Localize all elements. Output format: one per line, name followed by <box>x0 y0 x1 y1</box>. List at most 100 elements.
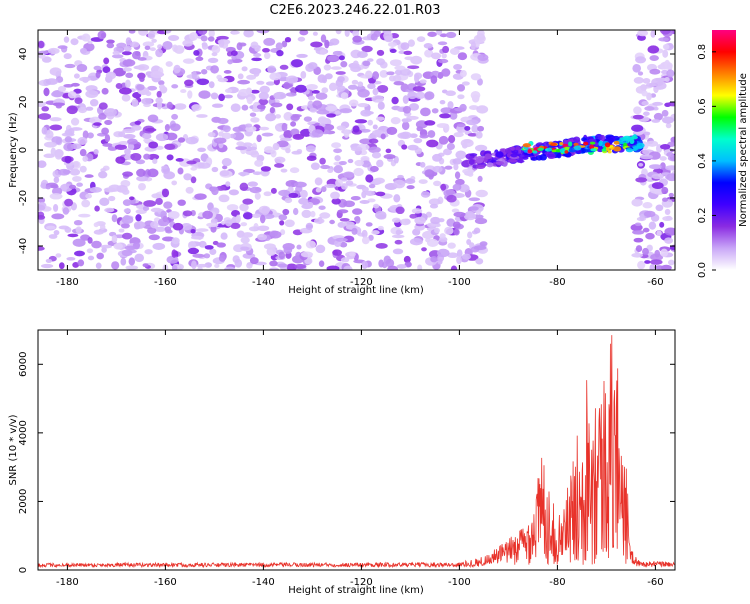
spectrogram-cell <box>49 117 62 122</box>
colorbar-ticks: 0.0 0.2 0.4 0.6 0.8 <box>697 44 716 278</box>
spectrogram-cell <box>666 69 675 78</box>
spectrogram-cell <box>203 253 211 259</box>
spectrogram-cell <box>84 174 94 178</box>
spectrogram-cell <box>147 227 157 234</box>
spectrogram-cell <box>403 255 411 264</box>
spectrogram-cell <box>75 226 82 234</box>
spectrogram-cell <box>453 211 466 218</box>
spectrogram-cell <box>377 225 384 231</box>
spectrogram-cell <box>477 54 489 61</box>
spectrogram-cell <box>231 30 240 35</box>
spectrogram-cell <box>495 151 504 158</box>
spectrogram-cell <box>387 42 398 47</box>
spectrogram-cell <box>64 226 72 233</box>
spectrogram-cell <box>263 191 272 197</box>
spectrogram-cell <box>280 168 288 173</box>
spectrogram-cell <box>333 148 343 154</box>
spectrogram-cell <box>173 64 181 74</box>
spectrogram-cell <box>299 30 309 36</box>
spectrogram-cell <box>424 120 436 126</box>
spectrogram-cell <box>495 161 505 166</box>
spectrogram-cell <box>537 147 544 152</box>
spectrogram-cell <box>211 186 219 196</box>
spectrogram-cell <box>191 104 202 112</box>
spectrogram-cell <box>409 238 423 246</box>
spectrogram-cell <box>289 167 300 174</box>
spectrogram-cell <box>391 234 405 239</box>
spectrogram-cell <box>228 189 240 196</box>
spectrogram-cell <box>573 142 579 147</box>
spectrogram-cell <box>113 67 126 77</box>
spectrogram-cell <box>254 159 264 167</box>
spectrogram-cell <box>263 146 274 154</box>
spectrogram-cell <box>104 119 113 125</box>
spectrogram-cell <box>350 195 361 201</box>
spectrogram-cell <box>191 70 197 80</box>
spectrogram-cell <box>437 58 449 64</box>
spectrogram-cell <box>419 161 426 168</box>
spectrogram-cell <box>458 184 470 193</box>
spectrogram-cell <box>584 149 589 153</box>
spectrogram-cell <box>216 242 226 248</box>
spectrogram-cell <box>477 175 483 183</box>
spectrogram-cell <box>640 154 653 160</box>
spectrogram-cell <box>637 34 646 41</box>
spectrogram-cell <box>515 146 521 151</box>
spectrogram-cell <box>226 204 239 211</box>
spectrogram-cell <box>475 210 481 215</box>
spectrogram-cell <box>316 109 330 115</box>
spectrogram-cell <box>445 90 456 97</box>
spectrogram-cell <box>404 56 415 61</box>
spectrogram-cell <box>230 50 238 56</box>
spectrogram-cell <box>306 155 317 161</box>
spectrogram-cell <box>393 81 405 86</box>
spectrogram-cell <box>48 234 58 239</box>
spectrogram-cell <box>91 240 102 249</box>
spectrogram-cell <box>300 251 314 258</box>
spectrogram-cell <box>461 253 472 260</box>
spectrogram-cell <box>394 65 406 71</box>
spectrogram-cell <box>573 136 581 143</box>
spectrogram-cell <box>76 63 88 73</box>
spectrogram-cell <box>269 72 282 81</box>
spectrogram-cell <box>128 30 136 34</box>
spectrogram-cell <box>352 125 360 133</box>
spectrogram-cell <box>230 103 241 113</box>
spectrogram-cell <box>120 223 130 229</box>
spectrogram-cell <box>361 190 367 199</box>
spectrogram-cell <box>352 30 360 37</box>
spectrogram-cell <box>78 213 91 218</box>
spectrogram-cell <box>249 186 262 194</box>
spectrogram-cell <box>418 179 428 185</box>
spectrogram-cell <box>369 165 379 173</box>
spectrogram-cell <box>196 114 208 118</box>
spectrogram-cell <box>243 30 254 38</box>
spectrogram-cell <box>323 64 332 71</box>
spectrogram-cell <box>211 52 218 57</box>
spectrogram-cell <box>464 125 471 131</box>
spectrogram-cell <box>265 81 276 86</box>
spectrogram-cell <box>633 106 642 115</box>
spectrogram-cell <box>411 208 423 214</box>
spectrogram-cell <box>276 49 284 57</box>
spectrogram-cell <box>103 108 117 117</box>
spectrogram-cell <box>166 154 174 161</box>
spectrogram-cell <box>38 160 47 169</box>
spectrogram-cell <box>232 131 245 141</box>
spectrogram-cell <box>454 171 461 180</box>
colorbar-label: Normalized spectral amplitude <box>738 73 749 227</box>
spectrogram-cell <box>310 210 316 218</box>
spectrogram-cell <box>479 241 488 247</box>
spectrogram-cell <box>437 41 448 46</box>
spectrogram-cell <box>653 106 659 111</box>
x-tick-label: -80 <box>549 577 565 588</box>
spectrogram-cell <box>399 68 411 76</box>
spectrogram-cell <box>246 74 257 80</box>
spectrogram-cell <box>87 132 94 139</box>
spectrogram-cell <box>423 42 433 49</box>
spectrogram-cell <box>573 145 582 151</box>
spectrogram-cell <box>111 54 124 59</box>
spectrogram-cell <box>207 57 219 64</box>
spectrogram-cell <box>213 137 227 144</box>
spectrogram-cell <box>79 165 87 173</box>
